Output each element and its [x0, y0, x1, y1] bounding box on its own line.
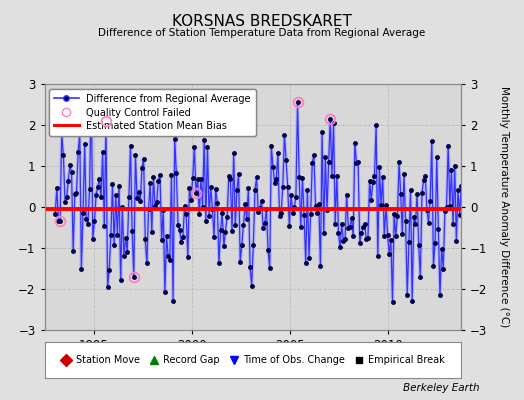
Text: Difference of Station Temperature Data from Regional Average: Difference of Station Temperature Data f… [99, 28, 425, 38]
Legend: Station Move, Record Gap, Time of Obs. Change, Empirical Break: Station Move, Record Gap, Time of Obs. C… [58, 352, 448, 368]
Legend: Difference from Regional Average, Quality Control Failed, Estimated Station Mean: Difference from Regional Average, Qualit… [49, 89, 256, 136]
Text: Berkeley Earth: Berkeley Earth [403, 383, 479, 393]
Text: KORSNAS BREDSKARET: KORSNAS BREDSKARET [172, 14, 352, 29]
Y-axis label: Monthly Temperature Anomaly Difference (°C): Monthly Temperature Anomaly Difference (… [499, 86, 509, 328]
